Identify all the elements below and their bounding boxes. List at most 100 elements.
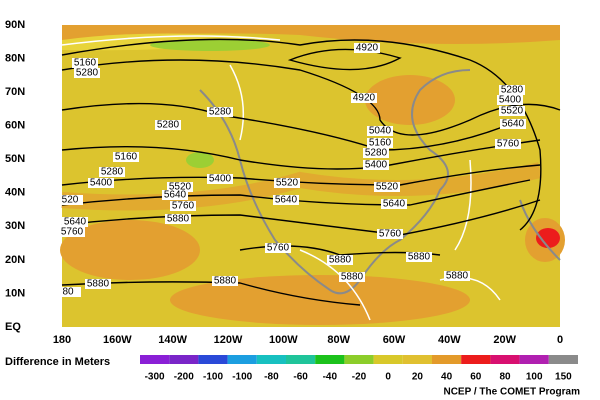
map-background — [60, 25, 565, 327]
contour-label: 5160 — [74, 58, 97, 69]
legend-label: 0 — [385, 372, 391, 383]
contour-label-bg — [497, 95, 523, 105]
lon-label: 120W — [214, 334, 243, 346]
lat-label: 60N — [5, 120, 25, 132]
legend-label: 80 — [499, 372, 511, 383]
contour-label: 5520 — [169, 182, 192, 193]
legend-swatch — [256, 355, 286, 364]
contour-label: 5160 — [115, 152, 138, 163]
contour-label-bg — [162, 190, 188, 200]
lat-label: 10N — [5, 287, 25, 299]
contour-label-bg — [495, 139, 521, 149]
legend-swatch — [169, 355, 199, 364]
contour-label: 5640 — [383, 199, 406, 210]
contour-label-bg — [363, 160, 389, 170]
legend-swatch — [373, 355, 403, 364]
lon-label: 160W — [103, 334, 132, 346]
contour-label-bg — [113, 152, 139, 162]
contour-label: 5520 — [501, 106, 524, 117]
lat-label: 80N — [5, 52, 25, 64]
contour-label-bg — [444, 271, 470, 281]
contour-label-bg — [88, 178, 114, 188]
contour-label-bg — [62, 217, 88, 227]
contour-label: 5400 — [365, 160, 388, 171]
contour-label-bg — [265, 243, 291, 253]
contour-label: 5280 — [101, 167, 124, 178]
legend-swatch — [198, 355, 228, 364]
legend-label: 20 — [412, 372, 424, 383]
contour-label-bg — [327, 255, 353, 265]
credit: NCEP / The COMET Program — [443, 387, 580, 398]
contour-label: 5880 — [446, 271, 469, 282]
legend-label: -100 — [203, 372, 223, 383]
contour-label: 5040 — [369, 126, 392, 137]
contour-label-bg — [99, 167, 125, 177]
lat-label: 90N — [5, 19, 25, 31]
contour-label-bg — [351, 93, 377, 103]
contour-label-bg — [374, 182, 400, 192]
contour-label-bg — [377, 229, 403, 239]
contour-label: 4920 — [353, 93, 376, 104]
lon-label: 100W — [269, 334, 298, 346]
legend-swatch — [432, 355, 462, 364]
contour-label-bg — [74, 68, 100, 78]
lat-label: 70N — [5, 86, 25, 98]
legend-label: -60 — [293, 372, 308, 383]
contour-label-bg — [339, 272, 365, 282]
lon-label: 20W — [493, 334, 516, 346]
legend-swatch — [519, 355, 549, 364]
contour-label-bg — [499, 85, 525, 95]
contour-label: 5520 — [276, 178, 299, 189]
contour-label: 5280 — [365, 148, 388, 159]
contour-label: 5640 — [64, 217, 87, 228]
contour-label: 4920 — [356, 43, 379, 54]
contour-label: 5880 — [87, 279, 110, 290]
legend-swatch — [227, 355, 257, 364]
contour-label: 5880 — [214, 276, 237, 287]
lat-label: 20N — [5, 254, 25, 266]
legend-swatch — [140, 355, 170, 364]
contour-label-bg — [274, 178, 300, 188]
contour-label-bg — [367, 138, 393, 148]
contour-label: 5880 — [341, 272, 364, 283]
legend-label: -40 — [323, 372, 338, 383]
contour-label-bg — [85, 279, 111, 289]
legend-label: -200 — [174, 372, 194, 383]
legend-label: 60 — [470, 372, 482, 383]
lon-label: 80W — [327, 334, 350, 346]
contour-label-bg — [207, 174, 233, 184]
contour-label: 520 — [62, 195, 79, 206]
contour-label: 5760 — [497, 139, 520, 150]
legend-swatch — [286, 355, 316, 364]
contour-label-bg — [406, 252, 432, 262]
contour-label: 5640 — [502, 119, 525, 130]
contour-label-bg — [363, 148, 389, 158]
contour-label-bg — [381, 199, 407, 209]
contour-label: 5760 — [267, 243, 290, 254]
contour-label-bg — [207, 107, 233, 117]
contour-label: 5760 — [61, 227, 84, 238]
contour-label-bg — [170, 201, 196, 211]
contour-label-bg — [499, 106, 525, 116]
contour-label-bg — [59, 227, 85, 237]
contour-label-bg — [367, 126, 393, 136]
contour-label: 80 — [62, 287, 74, 298]
legend-label: -100 — [232, 372, 252, 383]
contour-label-bg — [167, 182, 193, 192]
lon-label: 60W — [383, 334, 406, 346]
lat-label: EQ — [5, 321, 21, 333]
contour-label: 5880 — [408, 252, 431, 263]
contour-label: 5640 — [275, 195, 298, 206]
contour-label: 5400 — [209, 174, 232, 185]
lon-label: 180 — [53, 334, 71, 346]
lat-label: 40N — [5, 187, 25, 199]
contour-label-bg — [500, 119, 526, 129]
contour-label: 5160 — [369, 138, 392, 149]
contour-label-bg — [212, 276, 238, 286]
legend-label: 150 — [555, 372, 572, 383]
legend-label: 100 — [526, 372, 543, 383]
legend-label: -20 — [352, 372, 367, 383]
legend-swatch — [490, 355, 520, 364]
lon-label: 40W — [438, 334, 461, 346]
